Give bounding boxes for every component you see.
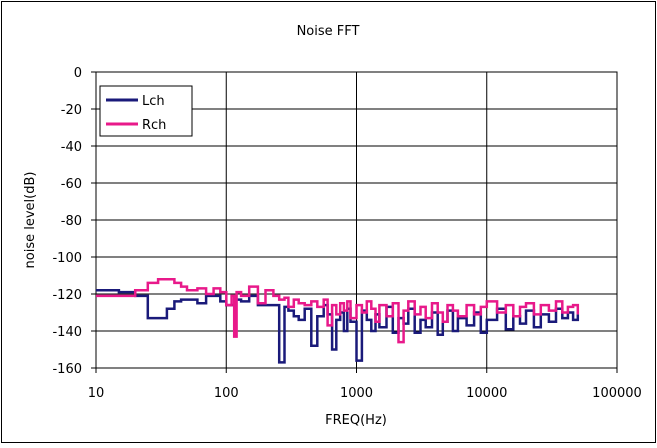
- y-tick-label: 0: [74, 66, 82, 81]
- legend: Lch Rch: [99, 85, 193, 137]
- y-tick-label: -40: [61, 140, 82, 155]
- x-tick-label: 10: [88, 386, 105, 401]
- x-tick-label: 100000: [592, 386, 642, 401]
- x-tick-labels: 10 100 1000 10000 100000: [88, 386, 642, 401]
- y-tick-label: -120: [52, 288, 82, 303]
- y-tick-label: -100: [52, 251, 82, 266]
- legend-label-rch: Rch: [142, 118, 166, 133]
- x-tick-label: 1000: [340, 386, 373, 401]
- chart-title: Noise FFT: [297, 24, 360, 39]
- y-tick-label: -20: [61, 103, 82, 118]
- y-tick-label: -140: [52, 325, 82, 340]
- plot-area: [95, 71, 618, 369]
- legend-box: [99, 85, 193, 137]
- y-tick-labels: 0 -20 -40 -60 -80 -100 -120 -140 -160: [52, 66, 82, 377]
- y-tick-label: -60: [61, 177, 82, 192]
- y-axis-title: noise level(dB): [23, 172, 38, 269]
- legend-label-lch: Lch: [142, 94, 165, 109]
- series-line-rch: [96, 277, 580, 344]
- x-axis-title: FREQ(Hz): [325, 413, 387, 428]
- series-layer: [96, 277, 580, 364]
- y-tick-label: -160: [52, 362, 82, 377]
- y-tick-label: -80: [61, 214, 82, 229]
- x-tick-label: 10000: [466, 386, 507, 401]
- x-tick-label: 100: [214, 386, 239, 401]
